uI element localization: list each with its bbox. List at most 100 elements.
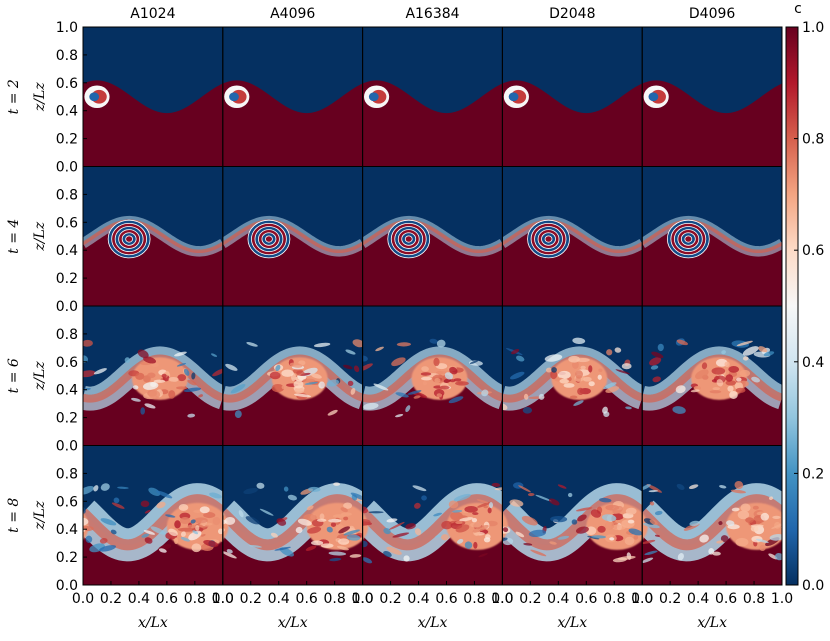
x-tick-label: 0.2	[659, 591, 681, 607]
y-tick-label: 0.2	[56, 550, 78, 566]
x-tick-label: 0.4	[547, 591, 569, 607]
y-tick-label: 0.6	[56, 215, 78, 231]
row-label: t = 4	[6, 219, 22, 254]
row-label: t = 8	[6, 498, 22, 533]
panel-2-A4096	[222, 27, 363, 167]
y-axis-label: z/Lz	[32, 82, 48, 112]
panel-8-D4096	[642, 445, 783, 585]
x-tick-label: 0.6	[156, 591, 178, 607]
y-tick-label: 0.6	[56, 494, 78, 510]
panel-8-D2048	[502, 445, 643, 585]
colorbar-tick-label: 0.8	[802, 132, 824, 148]
y-tick-label: 0.8	[56, 466, 78, 482]
panel-grid	[83, 27, 783, 585]
x-tick-label: 0.6	[296, 591, 318, 607]
x-tick-label: 1.0	[771, 591, 793, 607]
panel-4-D2048	[502, 166, 643, 306]
column-title: A1024	[130, 6, 175, 22]
y-tick-label: 0.0	[56, 160, 78, 176]
row-label: t = 6	[6, 358, 22, 393]
y-tick-label: 0.2	[56, 411, 78, 427]
column-title: D4096	[689, 6, 736, 22]
colorbar-tick-label: 0.4	[802, 355, 824, 371]
x-tick-label: 0.0	[212, 591, 234, 607]
panel-2-D4096	[642, 27, 782, 167]
y-tick-label: 0.6	[56, 355, 78, 371]
x-tick-label: 0.0	[351, 591, 373, 607]
panel-6-A4096	[222, 306, 363, 446]
x-tick-label: 1.0	[351, 591, 373, 607]
panel-4-A4096	[222, 166, 363, 306]
panel-4-A16384	[362, 166, 503, 306]
x-axis-label: x/Lx	[138, 615, 168, 631]
panel-6-A1024	[83, 306, 223, 446]
x-tick-label: 0.6	[715, 591, 737, 607]
x-axis-label: x/Lx	[278, 615, 308, 631]
panel-8-A4096	[222, 445, 363, 585]
x-tick-label: 0.8	[463, 591, 485, 607]
y-tick-label: 0.8	[56, 327, 78, 343]
y-tick-label: 0.4	[56, 243, 78, 259]
y-tick-label: 0.4	[56, 104, 78, 120]
y-tick-label: 0.0	[56, 299, 78, 315]
x-tick-label: 0.2	[519, 591, 541, 607]
x-tick-label: 0.2	[240, 591, 262, 607]
x-tick-label: 0.6	[575, 591, 597, 607]
x-tick-label: 0.8	[603, 591, 625, 607]
axes: 0.00.20.40.60.81.00.00.20.40.60.80.00.20…	[56, 20, 793, 631]
x-tick-label: 0.2	[100, 591, 122, 607]
colorbar: c 0.0 0.2 0.4 0.6 0.8 1.0	[785, 1, 824, 594]
x-tick-label: 0.2	[379, 591, 401, 607]
column-title: D2048	[549, 6, 595, 22]
x-tick-label: 0.8	[184, 591, 206, 607]
panel-8-A1024	[83, 445, 223, 585]
panel-2-A16384	[362, 27, 503, 167]
x-tick-label: 0.8	[324, 591, 346, 607]
x-tick-label: 1.0	[631, 591, 653, 607]
y-tick-label: 0.8	[56, 187, 78, 203]
y-axis-label: z/Lz	[32, 221, 48, 251]
row-labels: z/Lz t = 2 z/Lz t = 4 z/Lz t = 6 z/Lz t = 8	[6, 79, 48, 533]
panel-2-D2048	[502, 27, 643, 167]
y-tick-label: 0.0	[56, 439, 78, 455]
x-tick-label: 1.0	[212, 591, 234, 607]
y-tick-label: 1.0	[56, 20, 78, 36]
x-tick-label: 1.0	[491, 591, 513, 607]
x-tick-label: 0.8	[743, 591, 765, 607]
y-axis-label: z/Lz	[32, 500, 48, 530]
y-tick-label: 0.6	[56, 76, 78, 92]
panel-2-A1024	[83, 27, 223, 167]
x-axis-label: x/Lx	[697, 615, 727, 631]
panel-4-A1024	[83, 166, 223, 306]
column-title: A4096	[270, 6, 315, 22]
y-tick-label: 0.0	[56, 578, 78, 594]
column-titles: A1024 A4096 A16384 D2048 D4096	[130, 6, 735, 22]
x-axis-label: x/Lx	[557, 615, 587, 631]
panel-4-D4096	[642, 166, 783, 306]
row-label: t = 2	[6, 79, 22, 114]
x-axis-label: x/Lx	[418, 615, 448, 631]
x-tick-label: 0.0	[72, 591, 94, 607]
y-tick-label: 0.4	[56, 522, 78, 538]
colorbar-tick-label: 0.0	[802, 578, 824, 594]
x-tick-label: 0.0	[631, 591, 653, 607]
x-tick-label: 0.4	[128, 591, 150, 607]
panel-6-A16384	[362, 306, 503, 446]
x-tick-label: 0.4	[687, 591, 709, 607]
x-tick-label: 0.6	[435, 591, 457, 607]
y-tick-label: 0.8	[56, 48, 78, 64]
panel-frame	[641, 445, 783, 586]
column-title: A16384	[405, 6, 459, 22]
y-tick-label: 0.2	[56, 132, 78, 148]
x-tick-label: 0.4	[268, 591, 290, 607]
y-tick-label: 0.4	[56, 383, 78, 399]
colorbar-label: c	[794, 1, 802, 17]
colorbar-tick-label: 0.6	[802, 243, 824, 259]
y-tick-label: 0.2	[56, 271, 78, 287]
y-axis-label: z/Lz	[32, 361, 48, 391]
panel-8-A16384	[362, 445, 503, 585]
colorbar-tick-label: 1.0	[802, 20, 824, 36]
colorbar-gradient	[785, 26, 799, 586]
panel-6-D2048	[502, 306, 643, 446]
